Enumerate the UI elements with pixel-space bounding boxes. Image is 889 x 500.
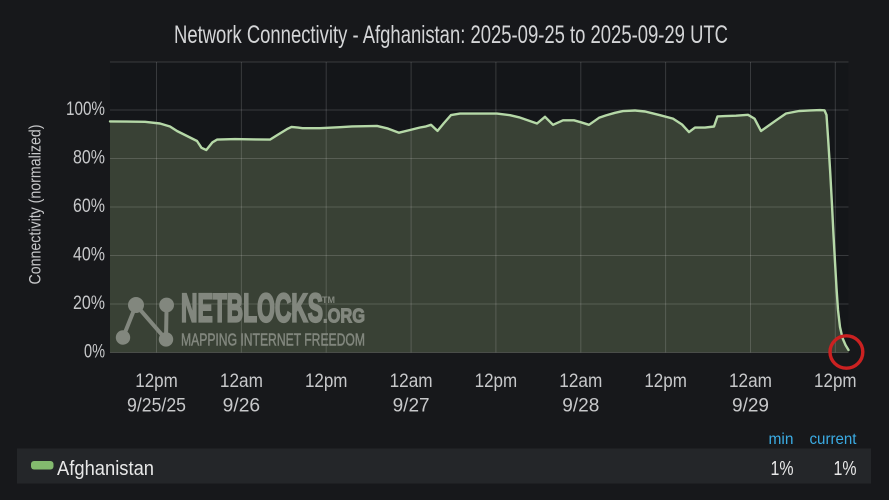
svg-text:9/28: 9/28 — [562, 396, 599, 417]
svg-text:Network Connectivity - Afghani: Network Connectivity - Afghanistan: 2025… — [174, 21, 728, 49]
svg-text:9/29: 9/29 — [732, 396, 769, 417]
svg-text:.ORG: .ORG — [323, 306, 365, 328]
svg-text:12pm: 12pm — [305, 371, 348, 392]
svg-text:12am: 12am — [729, 371, 772, 392]
svg-text:MAPPING INTERNET FREEDOM: MAPPING INTERNET FREEDOM — [181, 330, 365, 350]
svg-text:1%: 1% — [834, 458, 857, 480]
svg-text:12am: 12am — [559, 371, 602, 392]
svg-text:9/25/25: 9/25/25 — [127, 396, 186, 417]
svg-text:TM: TM — [322, 295, 335, 305]
svg-text:Connectivity (normalized): Connectivity (normalized) — [26, 125, 45, 285]
svg-text:60%: 60% — [73, 196, 105, 217]
svg-text:12pm: 12pm — [814, 371, 857, 392]
svg-text:9/27: 9/27 — [393, 396, 430, 417]
svg-text:12pm: 12pm — [644, 371, 687, 392]
svg-text:Afghanistan: Afghanistan — [57, 458, 154, 480]
svg-text:12pm: 12pm — [135, 371, 178, 392]
svg-text:1%: 1% — [771, 458, 794, 480]
svg-text:40%: 40% — [73, 245, 105, 266]
svg-text:12pm: 12pm — [475, 371, 518, 392]
svg-text:100%: 100% — [66, 99, 105, 120]
svg-text:12am: 12am — [390, 371, 433, 392]
svg-text:80%: 80% — [73, 148, 105, 169]
svg-text:current: current — [810, 431, 858, 448]
svg-text:9/26: 9/26 — [223, 396, 261, 417]
svg-text:12am: 12am — [220, 371, 263, 392]
svg-text:20%: 20% — [73, 293, 105, 314]
svg-text:NETBLOCKS: NETBLOCKS — [181, 287, 323, 331]
svg-text:0%: 0% — [84, 342, 105, 363]
svg-text:min: min — [769, 431, 794, 448]
